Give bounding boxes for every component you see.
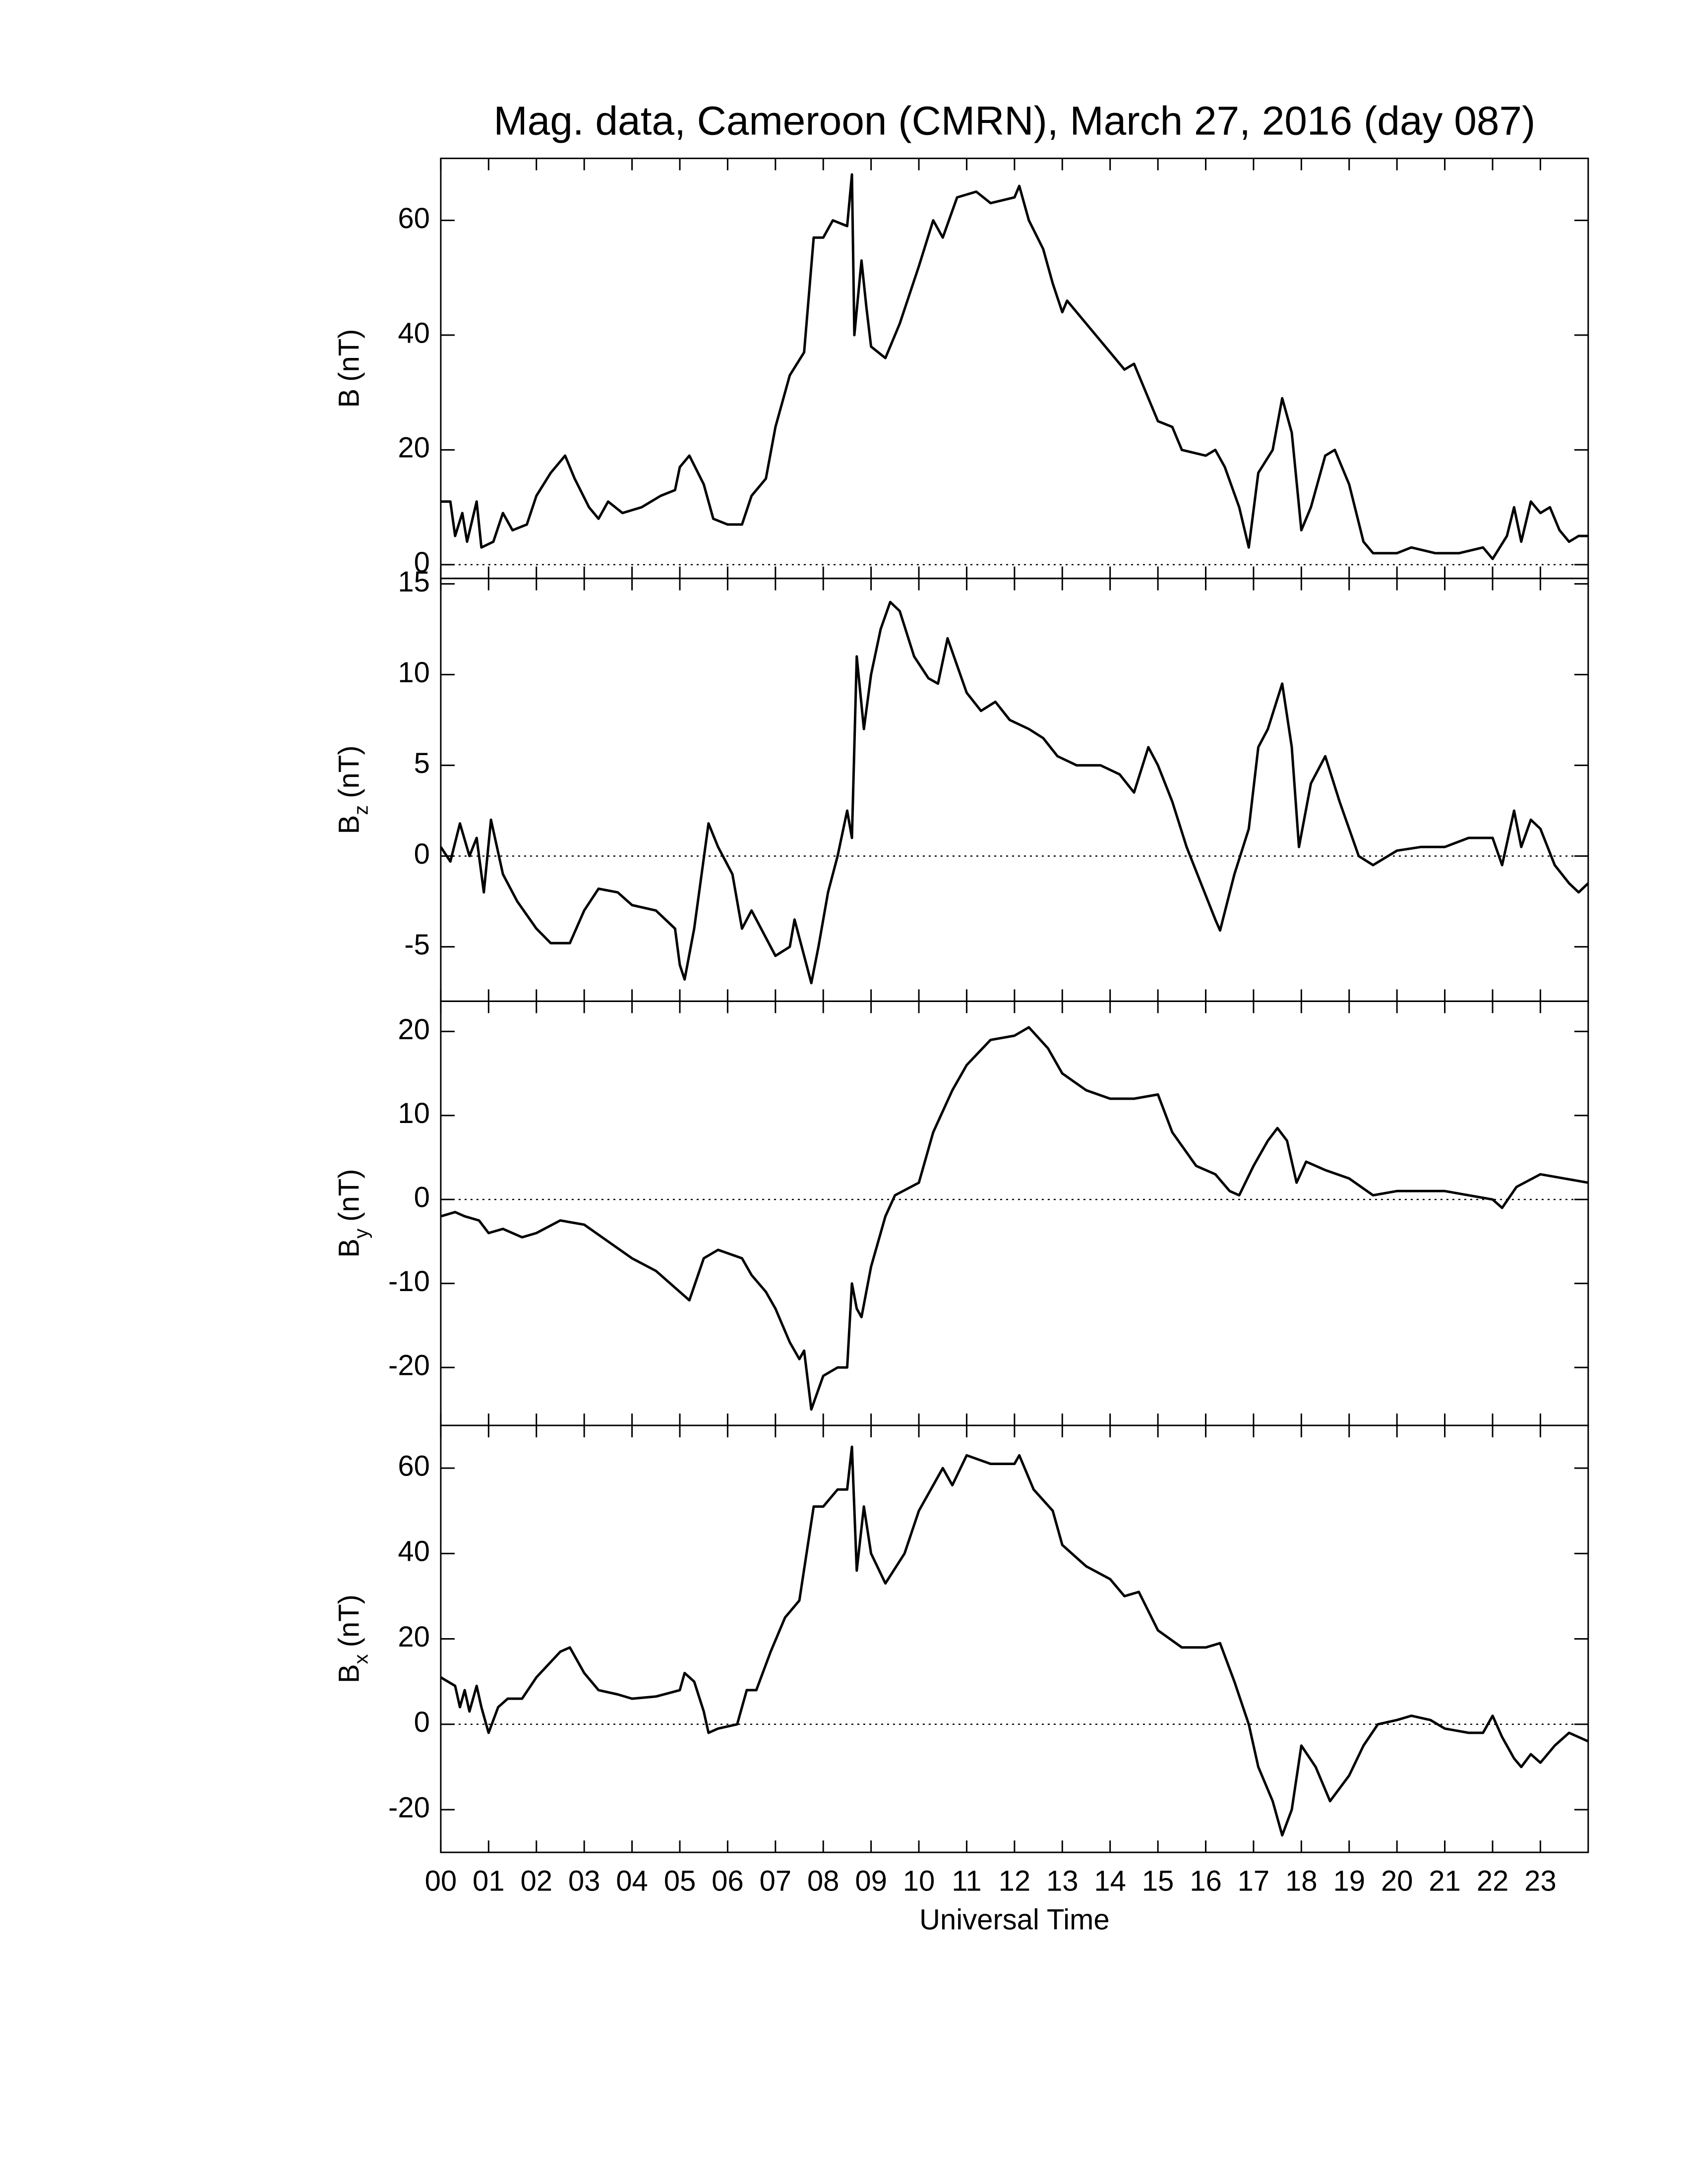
x-tick-label: 05	[664, 1865, 696, 1897]
data-line	[440, 173, 1588, 560]
y-label-subscript: y	[350, 1229, 372, 1239]
y-tick-label: 0	[414, 838, 430, 870]
x-tick-label: 11	[952, 1865, 981, 1897]
x-tick-label: 13	[1046, 1865, 1079, 1897]
y-label-subscript: z	[350, 805, 372, 815]
x-tick-label: 02	[520, 1865, 552, 1897]
y-label-unit: (nT)	[333, 1594, 365, 1647]
y-tick-label: 10	[398, 1097, 430, 1129]
y-label-main: B	[333, 389, 365, 408]
y-axis-label: Bz (nT)	[333, 746, 372, 834]
x-tick-label: 09	[855, 1865, 887, 1897]
chart-title: Mag. data, Cameroon (CMRN), March 27, 20…	[493, 99, 1535, 144]
plot-frame	[440, 578, 1589, 1002]
y-tick-label: 60	[398, 1450, 430, 1482]
y-label-unit: (nT)	[333, 746, 365, 798]
y-tick-label: 20	[398, 1621, 430, 1653]
x-tick-label: 01	[473, 1865, 505, 1897]
y-tick-label: 60	[398, 202, 430, 235]
y-label-unit: (nT)	[333, 329, 365, 382]
y-label-unit: (nT)	[333, 1169, 365, 1222]
x-tick-label: 20	[1381, 1865, 1413, 1897]
y-label-main: B	[333, 815, 365, 834]
y-tick-label: 0	[414, 1706, 430, 1738]
y-tick-label: 0	[414, 546, 430, 579]
y-label-subscript: x	[350, 1654, 372, 1664]
y-tick-label: 5	[414, 747, 430, 779]
data-line	[440, 1026, 1589, 1411]
y-tick-label: -20	[388, 1349, 430, 1381]
plot-frame	[440, 1000, 1589, 1426]
x-axis-label: Universal Time	[919, 1903, 1110, 1936]
y-tick-label: 10	[398, 656, 430, 689]
y-tick-label: 0	[414, 1181, 430, 1214]
x-tick-label: 14	[1094, 1865, 1126, 1897]
x-tick-label: 19	[1333, 1865, 1365, 1897]
y-label-main: B	[333, 1664, 365, 1683]
y-axis-label: Bx (nT)	[333, 1594, 372, 1683]
plot-frame	[440, 157, 1589, 580]
x-tick-label: 17	[1238, 1865, 1270, 1897]
x-tick-label: 21	[1429, 1865, 1461, 1897]
x-tick-label: 06	[712, 1865, 744, 1897]
data-line	[439, 600, 1589, 985]
x-tick-label: 22	[1477, 1865, 1509, 1897]
y-tick-label: -10	[388, 1265, 430, 1298]
y-tick-label: 20	[398, 1013, 430, 1046]
y-tick-label: 15	[398, 566, 430, 598]
y-tick-label: 40	[398, 317, 430, 349]
y-tick-label: -20	[388, 1791, 430, 1824]
x-tick-label: 04	[616, 1865, 648, 1897]
x-tick-label: 12	[999, 1865, 1031, 1897]
x-tick-label: 08	[807, 1865, 840, 1897]
x-tick-label: 15	[1142, 1865, 1174, 1897]
x-tick-label: 03	[568, 1865, 601, 1897]
y-tick-label: 20	[398, 432, 430, 464]
x-tick-label: 23	[1524, 1865, 1557, 1897]
y-label-main: B	[333, 1239, 365, 1258]
y-tick-label: 40	[398, 1535, 430, 1568]
x-tick-label: 18	[1285, 1865, 1318, 1897]
x-tick-label: 10	[903, 1865, 935, 1897]
x-tick-label: 16	[1190, 1865, 1222, 1897]
x-tick-label: 00	[425, 1865, 457, 1897]
plot-frame	[440, 1424, 1589, 1853]
y-tick-label: -5	[404, 929, 430, 961]
x-tick-label: 07	[760, 1865, 792, 1897]
data-line	[440, 1445, 1589, 1837]
y-axis-label: By (nT)	[333, 1169, 372, 1258]
y-axis-label: B (nT)	[333, 329, 365, 408]
